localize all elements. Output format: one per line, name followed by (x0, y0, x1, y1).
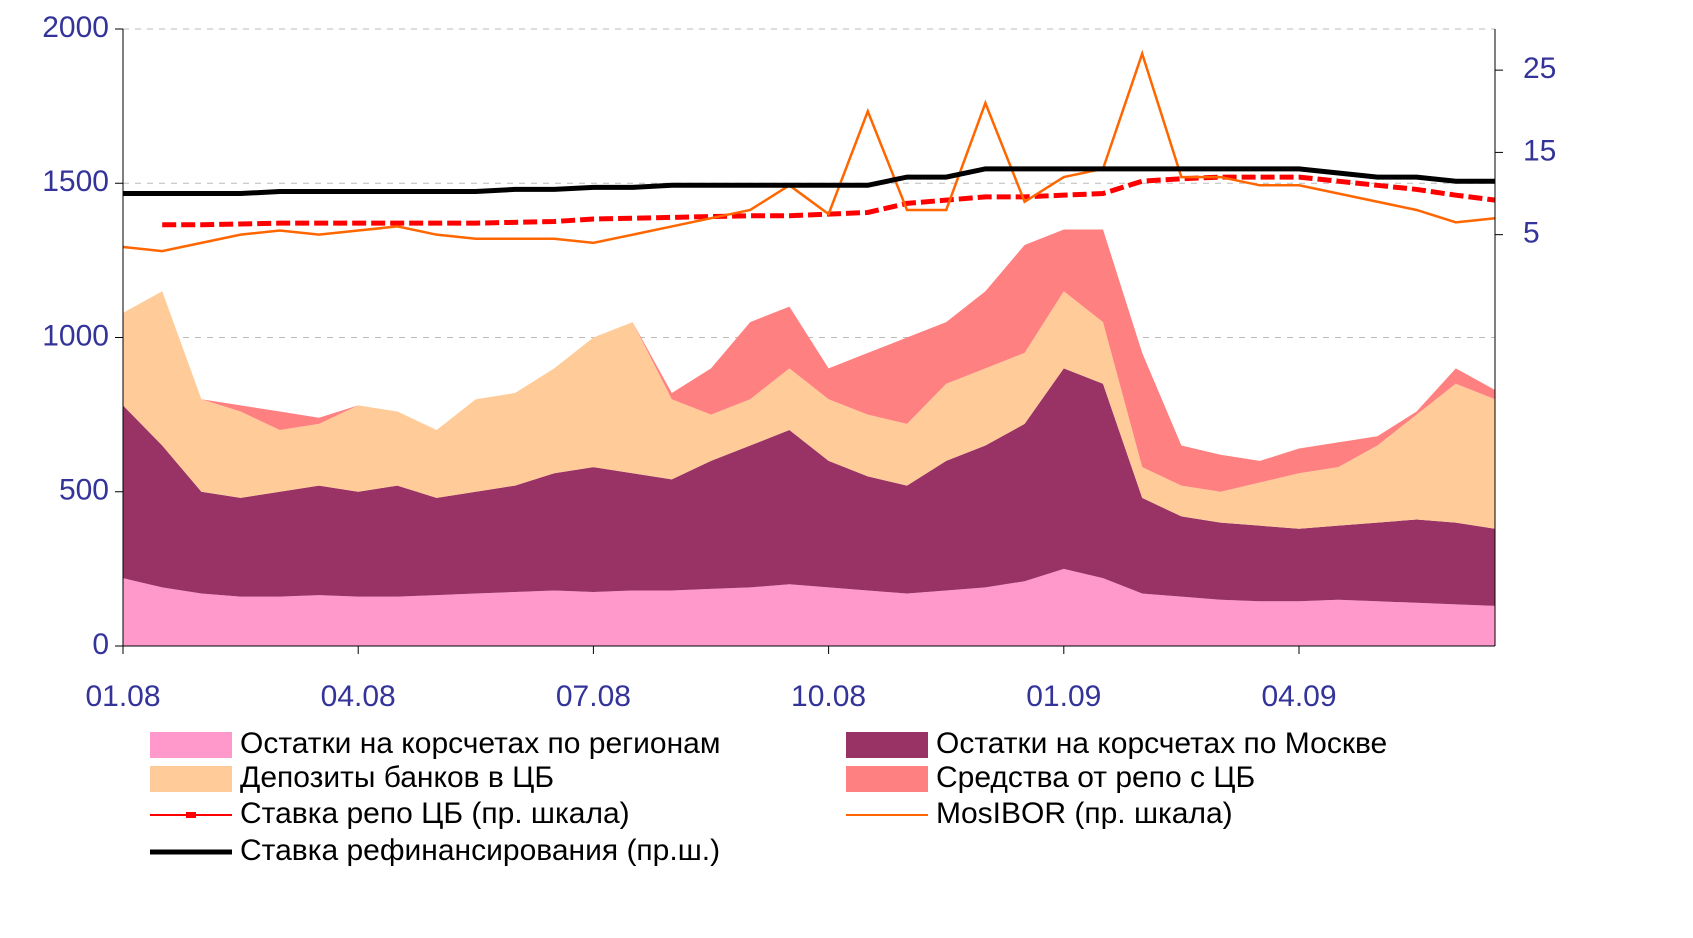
legend-label: Остатки на корсчетах по регионам (240, 727, 720, 760)
area (123, 568, 1495, 646)
x-tick-label: 04.08 (321, 680, 396, 713)
x-tick-label: 01.08 (85, 680, 160, 713)
x-tick-label: 10.08 (791, 680, 866, 713)
y-tick-label: 2000 (42, 11, 109, 44)
y2-tick-label: 5 (1523, 217, 1540, 250)
line (123, 166, 1495, 197)
area (123, 368, 1495, 606)
legend-label: Остатки на корсчетах по Москве (936, 727, 1387, 760)
y-tick-label: 500 (59, 474, 109, 507)
y2-tick-label: 15 (1523, 134, 1556, 167)
legend-swatch (150, 732, 232, 758)
y2-tick-label: 25 (1523, 52, 1556, 85)
legend-label: Ставка рефинансирования (пр.ш.) (240, 834, 720, 867)
x-tick-label: 01.09 (1026, 680, 1101, 713)
legend-label: Ставка репо ЦБ (пр. шкала) (240, 797, 630, 830)
x-tick-label: 07.08 (556, 680, 631, 713)
y-tick-label: 0 (92, 628, 109, 661)
y-tick-label: 1000 (42, 319, 109, 352)
x-tick-label: 04.09 (1261, 680, 1336, 713)
legend-label: Депозиты банков в ЦБ (240, 761, 554, 794)
area (123, 291, 1495, 529)
legend-label: Средства от репо с ЦБ (936, 761, 1255, 794)
legend-swatch (150, 766, 232, 792)
legend-swatch (846, 766, 928, 792)
legend-swatch (846, 732, 928, 758)
legend-swatch (186, 812, 196, 818)
legend-label: MosIBOR (пр. шкала) (936, 797, 1233, 830)
line (122, 49, 1496, 253)
area (123, 229, 1495, 492)
y-tick-label: 1500 (42, 165, 109, 198)
